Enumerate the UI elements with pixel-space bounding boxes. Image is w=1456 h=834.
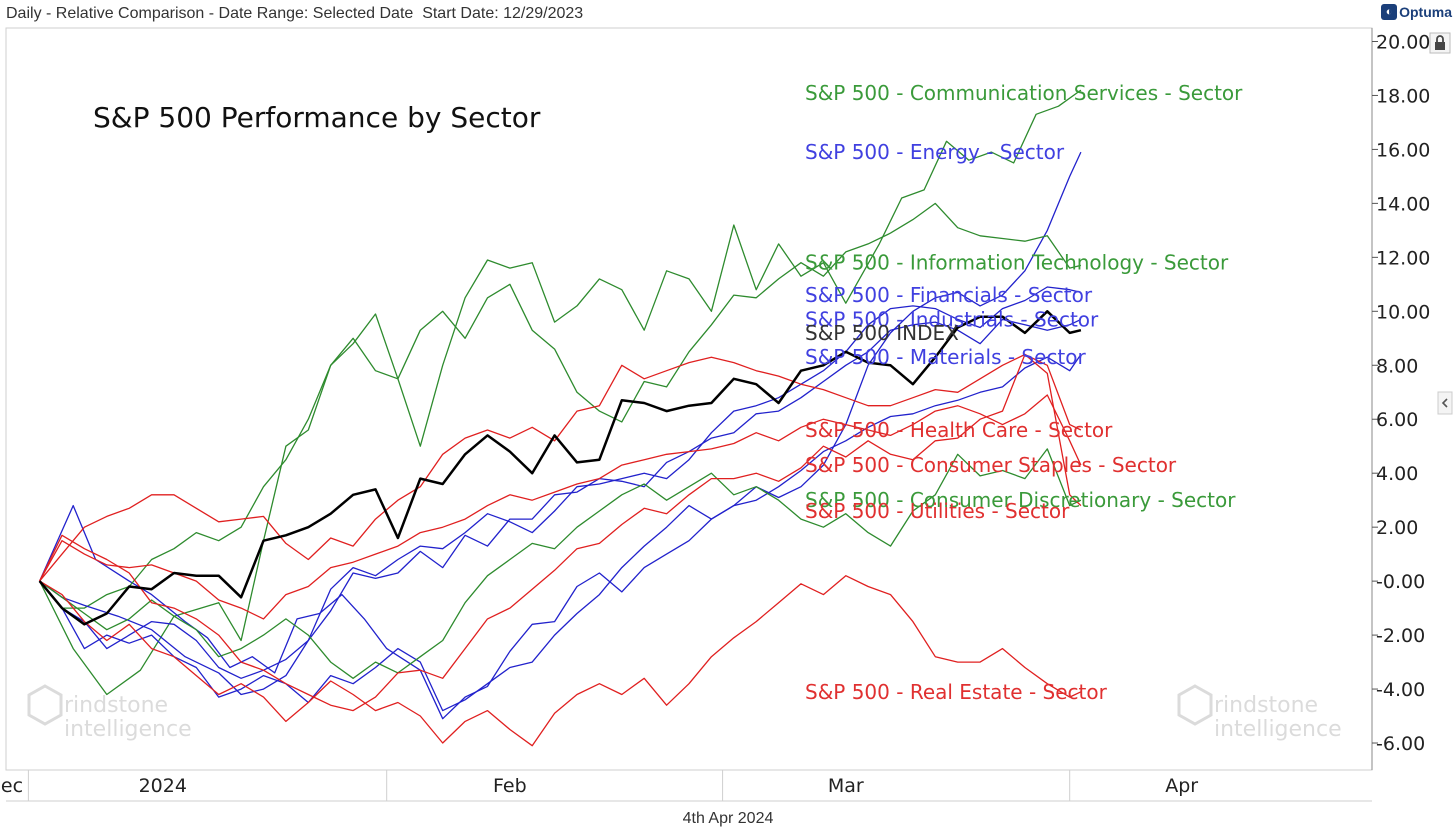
y-tick-label: -4.00 xyxy=(1376,679,1425,701)
collapse-panel-icon[interactable] xyxy=(1437,391,1453,415)
series-line xyxy=(39,202,1082,609)
y-tick-label: 20.00 xyxy=(1376,31,1430,53)
plot-frame xyxy=(5,27,1373,771)
x-tick-label: 2024 xyxy=(139,775,187,797)
y-tick-label: -6.00 xyxy=(1376,733,1425,755)
series-label: S&P 500 - Industrials - Sector xyxy=(805,307,1099,331)
series-line xyxy=(39,394,1082,620)
chart-title: S&P 500 Performance by Sector xyxy=(93,101,541,134)
lock-icon[interactable] xyxy=(1429,32,1451,54)
series-label: S&P 500 - Financials - Sector xyxy=(805,283,1093,307)
series-labels: S&P 500 - Communication Services - Secto… xyxy=(805,81,1243,704)
series-label: S&P 500 - Health Care - Sector xyxy=(805,418,1113,442)
y-tick-label: -0.00 xyxy=(1376,571,1425,593)
x-tick-label: ec xyxy=(1,775,23,797)
series-label: S&P 500 - Consumer Staples - Sector xyxy=(805,453,1177,477)
watermark-line1: rindstone xyxy=(64,693,168,718)
y-tick-label: 16.00 xyxy=(1376,139,1430,161)
x-tick-label: Apr xyxy=(1165,775,1198,797)
watermark-hex-icon xyxy=(1177,684,1213,726)
x-tick-label: Mar xyxy=(828,775,864,797)
watermark-line1: rindstone xyxy=(1214,693,1318,718)
series-line xyxy=(38,310,1082,626)
y-tick-label: 8.00 xyxy=(1376,355,1418,377)
series-label: S&P 500 - Real Estate - Sector xyxy=(805,680,1108,704)
optuma-logo-icon: ◐ xyxy=(1381,4,1398,20)
watermarks: rindstoneintelligencerindstoneintelligen… xyxy=(27,684,1342,742)
y-tick-label: 14.00 xyxy=(1376,193,1430,215)
y-tick-label: 6.00 xyxy=(1376,409,1418,431)
series-label: S&P 500 - Materials - Sector xyxy=(805,345,1086,369)
series-label: S&P 500 INDEX xyxy=(805,321,959,345)
y-tick-label: 2.00 xyxy=(1376,517,1418,539)
chart-info-header: Daily - Relative Comparison - Date Range… xyxy=(6,5,584,22)
footer-date: 4th Apr 2024 xyxy=(682,810,774,827)
x-axis: ec 2024 Feb Mar Apr xyxy=(1,770,1372,802)
y-axis: -6.00 -4.00 -2.00 -0.00 2.00 4.00 6.00 8.00 10.0… xyxy=(1371,28,1430,770)
optuma-logo: ◐ Optuma xyxy=(1381,4,1452,20)
series-label: S&P 500 - Information Technology - Secto… xyxy=(805,251,1229,275)
series-lines xyxy=(38,89,1082,747)
y-tick-label: 18.00 xyxy=(1376,85,1430,107)
series-line xyxy=(39,318,1082,679)
x-tick-label: Feb xyxy=(493,775,527,797)
watermark-line2: intelligence xyxy=(64,717,192,742)
y-tick-label: 10.00 xyxy=(1376,301,1430,323)
series-line xyxy=(39,353,1082,582)
y-tick-label: -2.00 xyxy=(1376,625,1425,647)
watermark-hex-icon xyxy=(27,684,63,726)
y-tick-label: 4.00 xyxy=(1376,463,1418,485)
y-tick-label: 12.00 xyxy=(1376,247,1430,269)
optuma-logo-text: Optuma xyxy=(1399,4,1452,20)
series-label: S&P 500 - Consumer Discretionary - Secto… xyxy=(805,488,1236,512)
series-label: S&P 500 - Communication Services - Secto… xyxy=(805,81,1243,105)
series-label: S&P 500 - Energy - Sector xyxy=(805,140,1065,164)
series-line xyxy=(39,575,1082,747)
series-line xyxy=(39,353,1082,712)
watermark-line2: intelligence xyxy=(1214,717,1342,742)
series-line xyxy=(39,89,1082,696)
series-line xyxy=(39,448,1082,679)
series-label: S&P 500 - Utilities - Sector xyxy=(805,499,1070,523)
